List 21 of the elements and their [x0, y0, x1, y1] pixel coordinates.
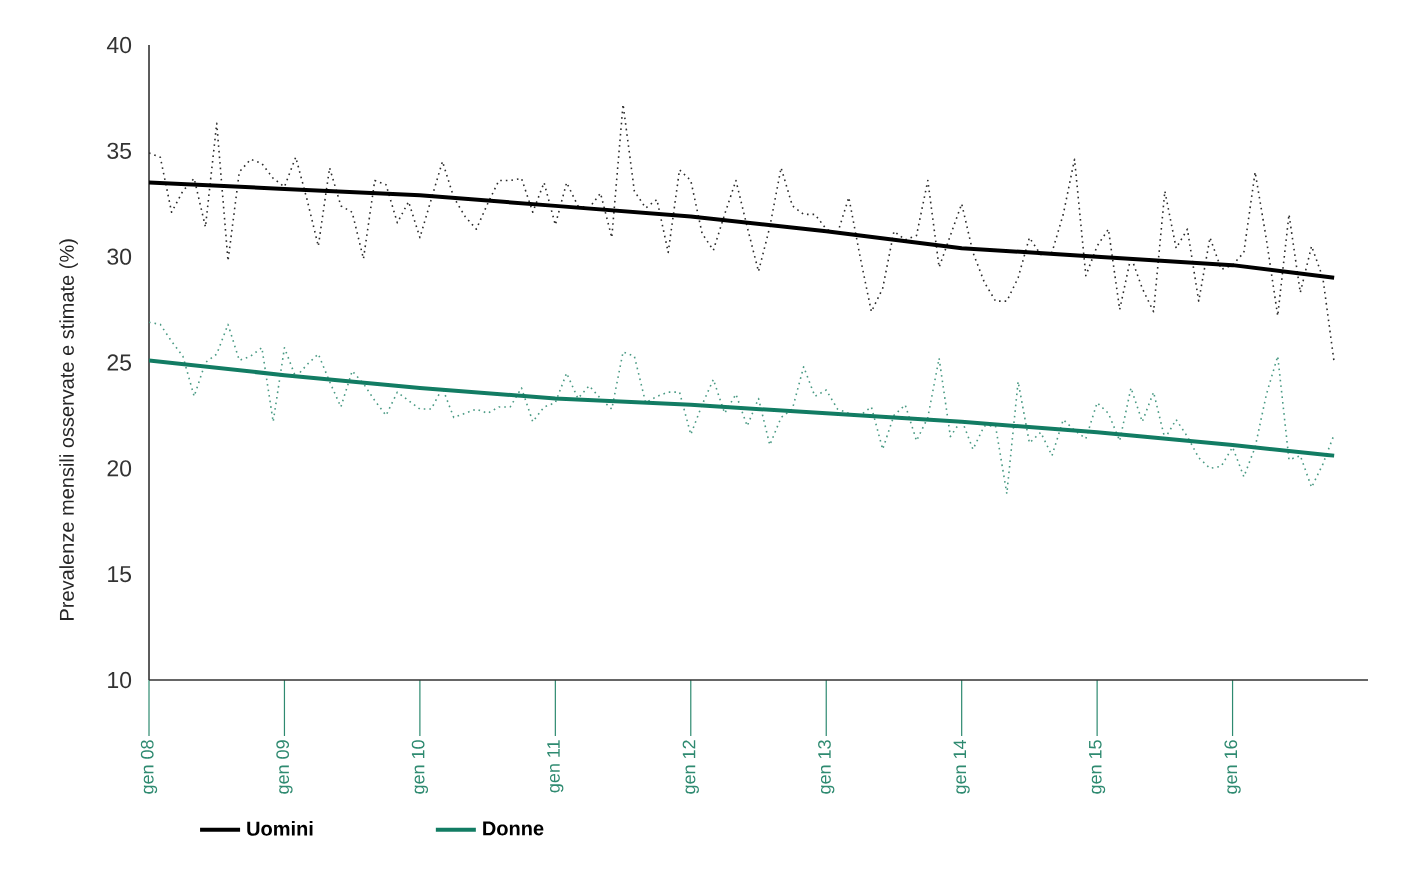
legend-label: Donne — [483, 821, 544, 836]
y-tick-label: 15 — [108, 566, 132, 583]
x-tick-label: gen 08 — [140, 740, 158, 794]
line-series — [149, 358, 1337, 458]
x-tick-label: gen 12 — [682, 740, 699, 794]
legend-label: Uomini — [247, 821, 313, 836]
y-tick-label: 40 — [106, 36, 132, 54]
x-tick-label: gen 10 — [411, 740, 429, 794]
x-tick-label: gen 11 — [547, 740, 564, 793]
line-series — [149, 180, 1337, 280]
y-tick-label: 35 — [107, 142, 132, 159]
y-tick-label: 10 — [108, 671, 132, 689]
x-tick-label: gen 16 — [1224, 740, 1241, 794]
x-tick-label: gen 14 — [953, 739, 970, 794]
y-tick-label: 20 — [107, 460, 132, 477]
x-tick-label: gen 15 — [1089, 740, 1106, 794]
y-tick-label: 25 — [107, 354, 132, 371]
y-tick-label: 30 — [107, 248, 132, 265]
x-tick-label: gen 13 — [818, 740, 835, 794]
y-axis-title: Prevalenze mensili osservate e stimate (%) — [59, 239, 78, 620]
x-tick-label: gen 09 — [276, 740, 293, 794]
